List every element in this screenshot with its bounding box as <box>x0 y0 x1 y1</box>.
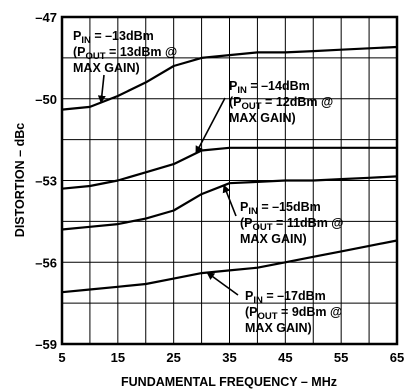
annotation-arrow <box>222 184 237 217</box>
annotation-pout-value: 9dBm @ <box>292 305 342 319</box>
x-tick-label: 15 <box>111 350 125 365</box>
y-tick-label: –56 <box>35 255 57 270</box>
series-lines <box>61 45 398 294</box>
y-tick-labels: –47 –50 –53 –56 –59 <box>35 10 57 352</box>
x-tick-label: 55 <box>334 350 348 365</box>
annotation-pin-15: PIN = –15dBm (POUT = 11dBm @ MAX GAIN) <box>240 200 343 246</box>
svg-text:(POUT = 11dBm @: (POUT = 11dBm @ <box>240 216 343 233</box>
series-line-1 <box>61 45 398 111</box>
annotation-arrow <box>206 271 239 296</box>
x-tick-label: 35 <box>222 350 236 365</box>
series-line-4 <box>61 239 398 294</box>
annotation-gain: MAX GAIN) <box>73 61 140 75</box>
y-tick-label: –50 <box>35 92 57 107</box>
series-line-3 <box>61 175 398 231</box>
annotation-gain: MAX GAIN) <box>229 111 296 125</box>
x-tick-labels: 5 15 25 35 45 55 65 <box>58 350 404 365</box>
svg-text:PIN = –15dBm: PIN = –15dBm <box>240 200 321 217</box>
plot-frame <box>60 15 399 346</box>
y-axis-title: DISTORTION – dBc <box>13 123 27 237</box>
annotation-gain: MAX GAIN) <box>240 232 307 246</box>
annotation-pin-13: PIN = –13dBm (POUT = 13dBm @ MAX GAIN) <box>73 29 177 75</box>
x-tick-label: 45 <box>278 350 292 365</box>
y-tick-label: –47 <box>35 10 57 25</box>
svg-text:PIN = –13dBm: PIN = –13dBm <box>73 29 154 46</box>
annotation-pout-value: 11dBm @ <box>287 216 344 230</box>
annotation-pin-value: –15dBm <box>272 200 321 214</box>
annotation-pin-17: PIN = –17dBm (POUT = 9dBm @ MAX GAIN) <box>245 289 342 335</box>
annotation-pin-value: –14dBm <box>261 79 310 93</box>
x-tick-label: 25 <box>166 350 180 365</box>
annotation-pin-value: –13dBm <box>105 29 154 43</box>
svg-text:PIN = –14dBm: PIN = –14dBm <box>229 79 310 96</box>
annotation-arrow <box>97 74 106 104</box>
x-tick-label: 65 <box>390 350 404 365</box>
series-line-2 <box>61 146 397 190</box>
annotation-arrow <box>195 97 226 155</box>
svg-text:(POUT = 12dBm @: (POUT = 12dBm @ <box>229 95 333 112</box>
y-tick-label: –53 <box>35 174 57 189</box>
svg-text:(POUT = 9dBm @: (POUT = 9dBm @ <box>245 305 342 322</box>
y-tick-label: –59 <box>35 337 57 352</box>
annotation-pin-14: PIN = –14dBm (POUT = 12dBm @ MAX GAIN) <box>229 79 333 125</box>
svg-text:(POUT = 13dBm @: (POUT = 13dBm @ <box>73 45 177 62</box>
annotation-gain: MAX GAIN) <box>245 321 312 335</box>
x-axis-title: FUNDAMENTAL FREQUENCY – MHz <box>121 375 337 389</box>
x-tick-label: 5 <box>58 350 65 365</box>
annotation-pout-value: 12dBm @ <box>276 95 333 109</box>
annotation-pout-value: 13dBm @ <box>120 45 177 59</box>
svg-text:PIN = –17dBm: PIN = –17dBm <box>245 289 326 306</box>
annotation-pin-value: –17dBm <box>277 289 326 303</box>
annotation-arrows <box>97 74 239 296</box>
